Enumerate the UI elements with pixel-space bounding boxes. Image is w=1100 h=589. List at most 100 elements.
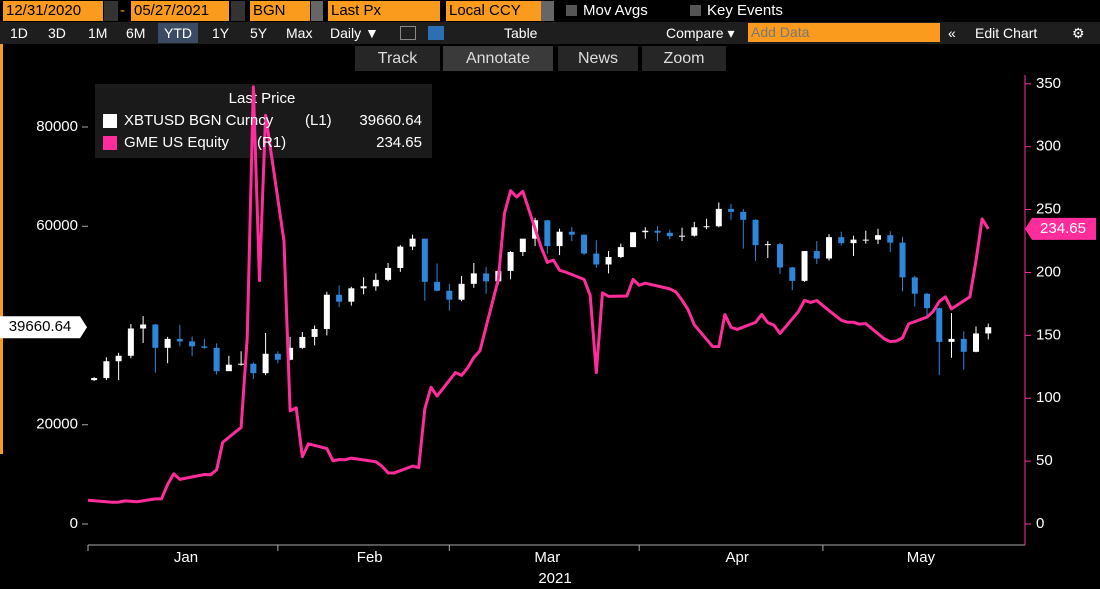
legend-tag: (R1): [257, 134, 286, 151]
calendar-icon[interactable]: [104, 1, 118, 21]
checkbox[interactable]: [690, 5, 701, 16]
candle-body: [287, 347, 294, 360]
candle-body: [691, 227, 698, 236]
legend-label: XBTUSD BGN Curncy: [124, 112, 274, 129]
y-tick-label: 60000: [36, 217, 78, 234]
period-button[interactable]: 5Y: [250, 25, 268, 41]
y2-tick-label: 0: [1036, 515, 1044, 532]
y2-tick-label: 100: [1036, 389, 1061, 406]
collapse[interactable]: «: [948, 25, 956, 41]
candle-body: [299, 336, 306, 348]
period-button[interactable]: Max: [286, 25, 313, 41]
compare[interactable]: Compare ▾: [666, 25, 735, 41]
candle-body: [887, 235, 894, 243]
candle-body: [630, 232, 637, 248]
candle-body: [458, 283, 465, 300]
candle-body: [617, 247, 624, 258]
candle-body: [360, 286, 367, 289]
y2-tick-label: 300: [1036, 138, 1061, 155]
candle-body: [262, 353, 269, 374]
candle-body: [397, 246, 404, 268]
end-date[interactable]: 05/27/2021: [131, 1, 229, 21]
candle-body: [336, 294, 343, 302]
candle-icon[interactable]: [428, 26, 444, 40]
period-button[interactable]: 3D: [48, 25, 66, 41]
candle-body: [409, 238, 416, 247]
tool-button[interactable]: Annotate: [443, 46, 553, 71]
candle-body: [948, 338, 955, 342]
key-events[interactable]: Key Events: [707, 2, 783, 19]
y2-tick-label: 150: [1036, 326, 1061, 343]
date-sep: -: [120, 2, 125, 19]
candle-body: [850, 239, 857, 244]
candle-body: [189, 341, 196, 347]
tool-button[interactable]: Zoom: [642, 46, 726, 71]
candle-body: [593, 253, 600, 265]
legend-label: GME US Equity: [124, 134, 230, 151]
candle-body: [740, 211, 747, 220]
candle-body: [140, 324, 147, 329]
candle-body: [960, 338, 967, 352]
dropdown[interactable]: [311, 1, 323, 21]
settings[interactable]: ⚙: [1072, 25, 1085, 41]
period-button[interactable]: 6M: [126, 25, 146, 41]
candle-body: [556, 231, 563, 247]
candle-body: [519, 238, 526, 253]
candle-body: [446, 290, 453, 300]
candle-body: [91, 378, 98, 381]
mov-avgs[interactable]: Mov Avgs: [583, 2, 648, 19]
candle-body: [274, 353, 281, 360]
tool-button[interactable]: Track: [355, 46, 440, 71]
legend-title: Last Price: [229, 90, 296, 107]
frequency[interactable]: Daily ▼: [330, 25, 379, 41]
candle-body: [715, 208, 722, 227]
left-edge: [0, 44, 3, 454]
checkbox[interactable]: [566, 5, 577, 16]
y2-tick-label: 250: [1036, 201, 1061, 218]
legend-value: 234.65: [376, 134, 422, 151]
candle-body: [127, 328, 134, 356]
candle-body: [225, 364, 232, 372]
candle-body: [654, 230, 661, 233]
edit-chart[interactable]: Edit Chart: [975, 25, 1038, 41]
candle-body: [372, 279, 379, 287]
y2-tick-label: 50: [1036, 452, 1053, 469]
chart-icon[interactable]: [400, 26, 416, 40]
candle-body: [777, 244, 784, 268]
candle-body: [483, 273, 490, 282]
currency[interactable]: Local CCY: [446, 1, 541, 21]
period-button[interactable]: 1Y: [212, 25, 230, 41]
candle-body: [311, 328, 318, 337]
candle-body: [862, 239, 869, 241]
dropdown[interactable]: [541, 1, 554, 21]
candle-body: [323, 294, 330, 329]
x-tick-label: May: [907, 549, 936, 566]
add-data[interactable]: Add Data: [748, 23, 940, 42]
period-button[interactable]: 1M: [88, 25, 108, 41]
y2-tick-label: 350: [1036, 75, 1061, 92]
source[interactable]: BGN: [250, 1, 310, 21]
last-marker-label: 39660.64: [9, 318, 72, 335]
legend-tag: (L1): [305, 112, 332, 129]
candle-body: [703, 226, 710, 228]
field[interactable]: Last Px: [328, 1, 440, 21]
candle-body: [666, 232, 673, 237]
period-button[interactable]: 1D: [10, 25, 28, 41]
candle-body: [115, 355, 122, 362]
candle-body: [875, 235, 882, 240]
candle-body: [421, 238, 428, 282]
candle-body: [789, 267, 796, 281]
y-tick-label: 80000: [36, 118, 78, 135]
candle-body: [924, 293, 931, 309]
candle-body: [728, 208, 735, 212]
tool-button[interactable]: News: [558, 46, 638, 71]
period-button[interactable]: YTD: [158, 23, 198, 43]
candle-body: [103, 361, 110, 379]
candle-body: [507, 252, 514, 271]
calendar-icon[interactable]: [231, 1, 245, 21]
candle-body: [642, 230, 649, 233]
start-date[interactable]: 12/31/2020: [3, 1, 103, 21]
table[interactable]: Table: [504, 25, 538, 41]
